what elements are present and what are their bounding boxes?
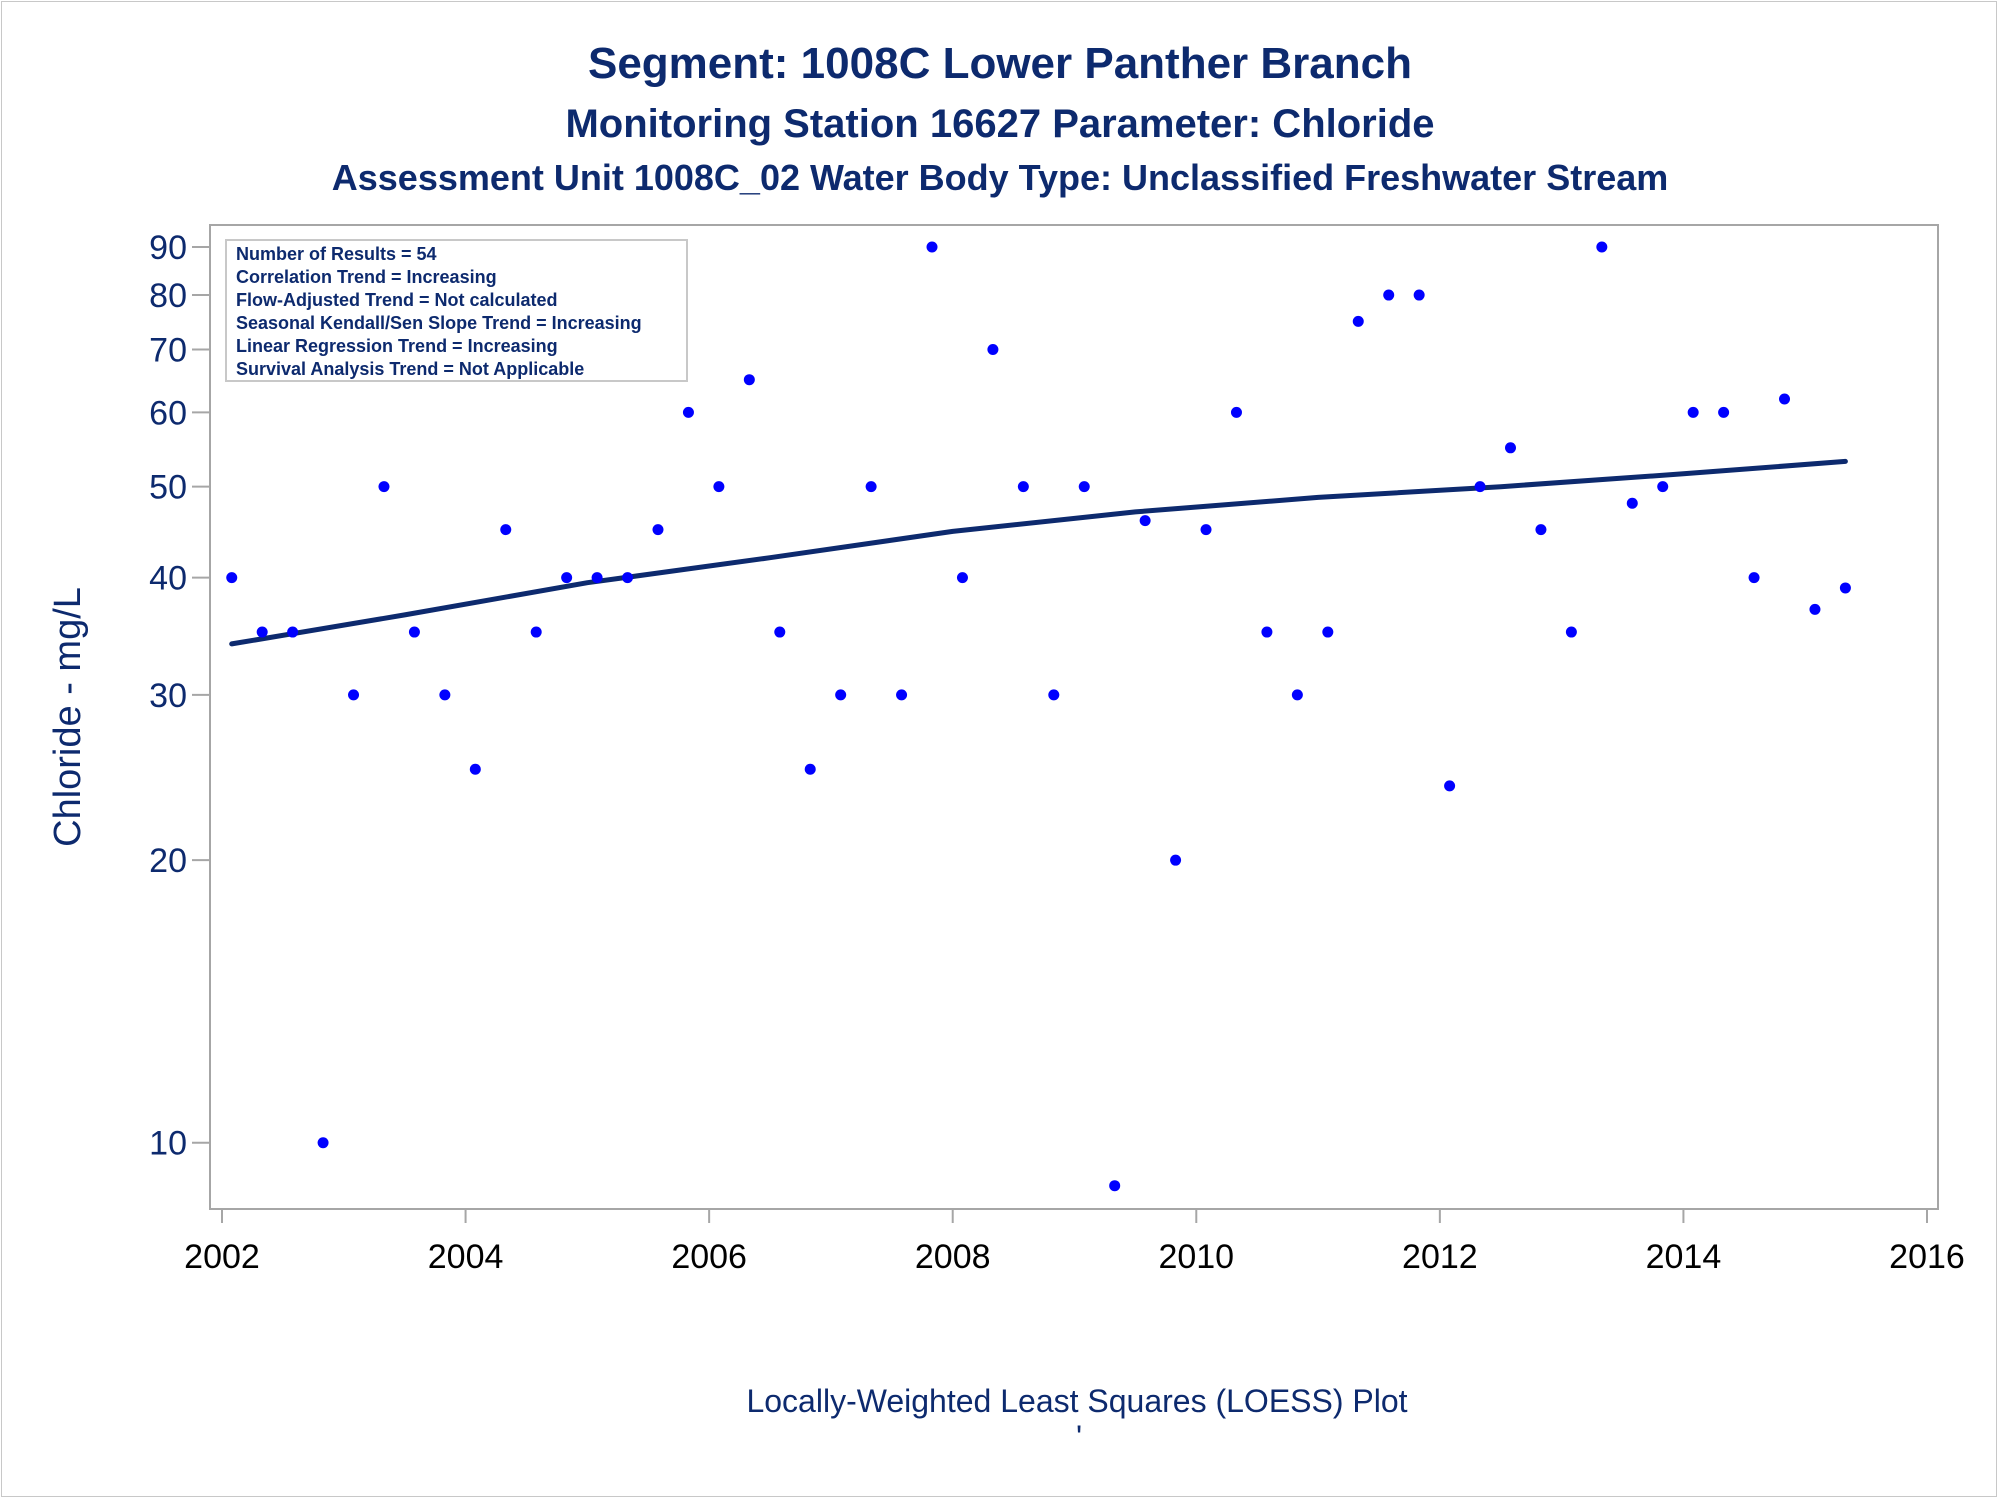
data-point: [1779, 393, 1791, 405]
info-box-line: Flow-Adjusted Trend = Not calculated: [236, 290, 558, 310]
x-tick-label: 2012: [1402, 1238, 1478, 1276]
data-point: [682, 406, 694, 418]
data-point: [530, 626, 542, 638]
y-tick-label: 50: [149, 469, 187, 507]
info-box-line: Linear Regression Trend = Increasing: [236, 336, 558, 356]
data-point: [591, 572, 603, 584]
footnote-mark: ': [1076, 1419, 1082, 1455]
data-point: [713, 481, 725, 493]
data-point: [561, 572, 573, 584]
data-point: [256, 626, 268, 638]
data-point: [1687, 406, 1699, 418]
info-box-line: Number of Results = 54: [236, 244, 437, 264]
info-box-line: Correlation Trend = Increasing: [236, 267, 497, 287]
x-tick-label: 2014: [1646, 1238, 1722, 1276]
x-axis: 2002 2004 2006 2008 2010 2012 2014 2016: [184, 1209, 1965, 1276]
x-tick-label: 2016: [1889, 1238, 1965, 1276]
y-tick-label: 90: [149, 229, 187, 267]
data-point: [835, 689, 847, 701]
data-point: [926, 241, 938, 253]
data-point: [1596, 241, 1608, 253]
y-axis: 10 20 30 40 50 60 70 80 90: [149, 229, 210, 1163]
data-point: [1048, 689, 1060, 701]
data-point: [1230, 406, 1242, 418]
x-tick-label: 2004: [428, 1238, 504, 1276]
y-tick-label: 40: [149, 560, 187, 598]
chart-subtitle-secondary: Assessment Unit 1008C_02 Water Body Type…: [332, 157, 1669, 198]
data-point: [226, 572, 238, 584]
data-point: [348, 689, 360, 701]
data-point: [1413, 289, 1425, 301]
x-tick-label: 2008: [915, 1238, 991, 1276]
data-point: [865, 481, 877, 493]
data-point: [1261, 626, 1273, 638]
y-tick-label: 30: [149, 677, 187, 715]
data-point: [652, 524, 664, 536]
data-point: [469, 763, 481, 775]
x-tick-label: 2002: [184, 1238, 260, 1276]
data-point: [1474, 481, 1486, 493]
data-point: [1748, 572, 1760, 584]
data-point: [774, 626, 786, 638]
data-point: [1291, 689, 1303, 701]
data-point: [500, 524, 512, 536]
data-point: [1383, 289, 1395, 301]
data-point: [896, 689, 908, 701]
y-tick-label: 10: [149, 1125, 187, 1163]
y-tick-label: 60: [149, 394, 187, 432]
data-point: [287, 626, 299, 638]
data-point: [1139, 515, 1151, 527]
x-tick-label: 2010: [1158, 1238, 1234, 1276]
chart-title: Segment: 1008C Lower Panther Branch: [588, 39, 1412, 88]
data-point: [1626, 497, 1638, 509]
data-point: [1200, 524, 1212, 536]
data-point: [1565, 626, 1577, 638]
plot-area: [209, 224, 1939, 1210]
data-point: [439, 689, 451, 701]
y-tick-label: 70: [149, 331, 187, 369]
data-point: [1017, 481, 1029, 493]
data-points-layer: [226, 241, 1851, 1192]
data-point: [804, 763, 816, 775]
data-point: [1535, 524, 1547, 536]
data-point: [1809, 603, 1821, 615]
y-tick-label: 20: [149, 842, 187, 880]
footnote: Locally-Weighted Least Squares (LOESS) P…: [746, 1383, 1407, 1419]
data-point: [1352, 315, 1364, 327]
data-point: [317, 1137, 329, 1149]
data-point: [956, 572, 968, 584]
x-tick-label: 2006: [671, 1238, 747, 1276]
chart-subtitle: Monitoring Station 16627 Parameter: Chlo…: [565, 102, 1434, 146]
loess-trend-line: [229, 458, 1848, 647]
data-point: [1170, 854, 1182, 866]
data-point: [378, 481, 390, 493]
data-point: [1109, 1180, 1121, 1192]
info-box: Number of Results = 54 Correlation Trend…: [225, 239, 688, 382]
data-point: [743, 374, 755, 386]
data-point: [1718, 406, 1730, 418]
data-point: [622, 572, 634, 584]
data-point: [987, 343, 999, 355]
y-axis-label: Chloride - mg/L: [47, 587, 89, 847]
data-point: [1322, 626, 1334, 638]
data-point: [1839, 582, 1851, 594]
info-box-line: Seasonal Kendall/Sen Slope Trend = Incre…: [236, 313, 642, 333]
y-tick-label: 80: [149, 277, 187, 315]
data-point: [1657, 481, 1669, 493]
data-point: [1444, 780, 1456, 792]
data-point: [408, 626, 420, 638]
loess-trend-layer: [229, 458, 1848, 647]
info-box-line: Survival Analysis Trend = Not Applicable: [236, 359, 584, 379]
data-point: [1078, 481, 1090, 493]
data-point: [1504, 442, 1516, 454]
